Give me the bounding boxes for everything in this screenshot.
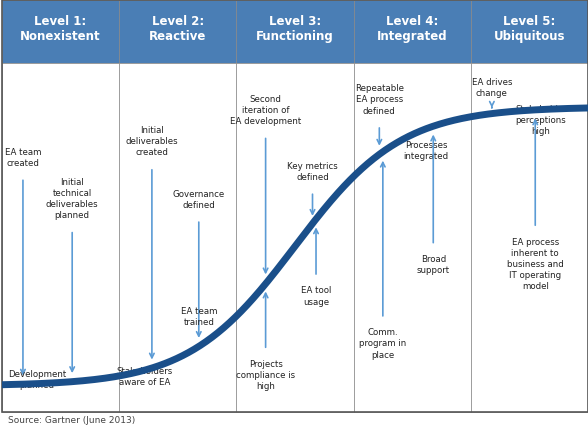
Text: Source: Gartner (June 2013): Source: Gartner (June 2013) (8, 416, 135, 426)
Bar (236, 0, 353, 63)
Text: Key metrics
defined: Key metrics defined (287, 162, 338, 182)
Text: Stakeholders
aware of EA: Stakeholders aware of EA (117, 367, 173, 387)
Text: EA tool
usage: EA tool usage (301, 286, 331, 307)
Text: Comm.
program in
place: Comm. program in place (359, 328, 406, 360)
Bar (471, 63, 588, 412)
Bar (2, 63, 119, 412)
Text: Development
planned: Development planned (8, 370, 66, 390)
Bar (119, 63, 236, 412)
Text: Stakeholder
perceptions
high: Stakeholder perceptions high (515, 105, 567, 136)
Bar (2, 0, 119, 63)
Text: Processes
integrated: Processes integrated (403, 141, 449, 161)
Text: EA team
trained: EA team trained (181, 307, 217, 327)
Bar (353, 0, 471, 63)
Bar (471, 0, 588, 63)
Text: EA drives
change: EA drives change (472, 78, 512, 98)
Text: Level 1:
Nonexistent: Level 1: Nonexistent (20, 15, 101, 44)
Text: Projects
compliance is
high: Projects compliance is high (236, 360, 295, 391)
Text: Level 5:
Ubiquitous: Level 5: Ubiquitous (494, 15, 565, 44)
Text: Level 2:
Reactive: Level 2: Reactive (149, 15, 206, 44)
Text: EA process
inherent to
business and
IT operating
model: EA process inherent to business and IT o… (507, 238, 564, 291)
Text: Level 4:
Integrated: Level 4: Integrated (377, 15, 447, 44)
Text: EA team
created: EA team created (5, 148, 41, 168)
Text: Governance
defined: Governance defined (173, 190, 225, 210)
Bar (236, 63, 353, 412)
Text: Repeatable
EA process
defined: Repeatable EA process defined (355, 84, 404, 116)
Text: Initial
deliverables
created: Initial deliverables created (126, 126, 178, 157)
Bar (119, 0, 236, 63)
Text: Broad
support: Broad support (417, 255, 450, 275)
Text: Second
iteration of
EA development: Second iteration of EA development (230, 95, 301, 126)
Text: Initial
technical
deliverables
planned: Initial technical deliverables planned (46, 178, 99, 220)
Bar (353, 63, 471, 412)
Text: Level 3:
Functioning: Level 3: Functioning (256, 15, 334, 44)
